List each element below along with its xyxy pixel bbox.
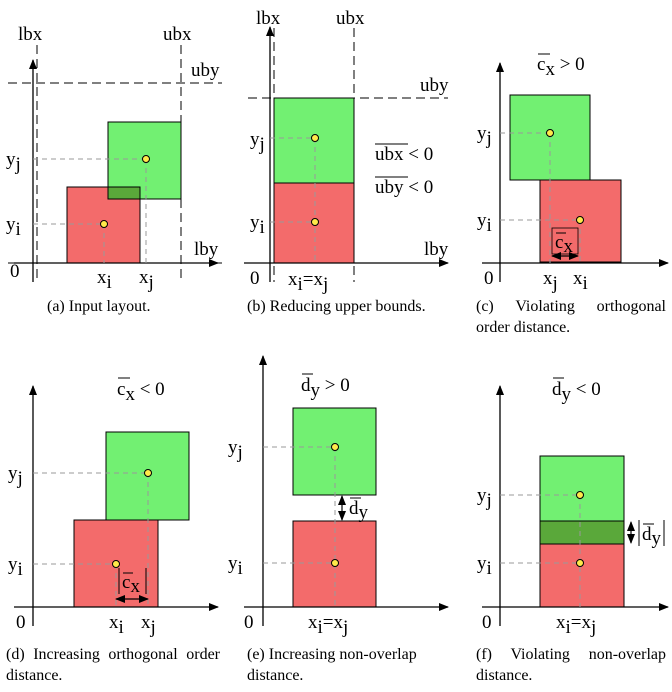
xi-label: xi bbox=[573, 268, 588, 294]
panel-title: cx < 0 bbox=[117, 379, 165, 405]
center-point-j bbox=[144, 469, 152, 477]
lby-label: lby bbox=[424, 239, 449, 260]
panel-title: cx > 0 bbox=[537, 54, 585, 80]
measure-label: cx bbox=[555, 232, 573, 257]
origin-label: 0 bbox=[16, 612, 26, 633]
center-point-i bbox=[576, 216, 584, 224]
yi-label: yi bbox=[228, 553, 243, 579]
xi-eq-xj-label: xi=xj bbox=[556, 612, 596, 638]
yi-label: yi bbox=[477, 210, 492, 236]
xj-label: xj bbox=[141, 612, 156, 638]
yj-label: yj bbox=[477, 123, 492, 149]
yi-label: yi bbox=[477, 553, 492, 579]
ubx-condition: ubx < 0 bbox=[375, 144, 433, 165]
center-point-j bbox=[576, 491, 584, 499]
uby-condition: uby < 0 bbox=[375, 177, 433, 198]
panel-title: dy > 0 bbox=[301, 375, 350, 401]
overlap-region bbox=[539, 520, 625, 545]
caption-b: (b) Reducing upper bounds. bbox=[247, 298, 426, 315]
center-point-j bbox=[331, 443, 339, 451]
origin-label: 0 bbox=[10, 261, 20, 282]
lbx-label: lbx bbox=[256, 8, 281, 29]
origin-label: 0 bbox=[250, 268, 260, 289]
xj-label: xj bbox=[543, 268, 558, 294]
center-point-i bbox=[311, 218, 319, 226]
yj-label: yj bbox=[477, 485, 492, 511]
yi-label: yi bbox=[8, 554, 23, 580]
measure-label: cx bbox=[122, 572, 140, 597]
panel-d: cx < 0 0 yj yi xi xj cx bbox=[8, 377, 219, 638]
yj-label: yj bbox=[6, 149, 21, 175]
caption-f: (f) Violating non-overlap distance. bbox=[476, 646, 666, 684]
origin-label: 0 bbox=[484, 268, 494, 289]
uby-label: uby bbox=[420, 75, 449, 96]
yi-label: yi bbox=[250, 212, 265, 238]
panel-title: dy < 0 bbox=[552, 379, 601, 405]
center-point-j bbox=[546, 129, 554, 137]
center-point-j bbox=[142, 155, 150, 163]
center-point-i bbox=[112, 560, 120, 568]
uby-label: uby bbox=[191, 60, 220, 81]
yj-label: yj bbox=[250, 129, 265, 155]
measure-label: dy bbox=[642, 524, 662, 549]
lbx-label: lbx bbox=[18, 24, 43, 45]
measure-label: dy bbox=[349, 498, 369, 523]
panel-e: dy > 0 0 yj yi xi=xj dy bbox=[228, 355, 449, 638]
ubx-label: ubx bbox=[163, 24, 192, 45]
panel-c: cx > 0 0 yj yi xj xi cx bbox=[477, 53, 669, 294]
xj-label: xj bbox=[139, 267, 154, 293]
lby-label: lby bbox=[194, 239, 219, 260]
panel-f: dy < 0 0 yj yi xi=xj dy bbox=[477, 377, 669, 638]
panel-a: lbx ubx uby lby 0 yj yi xi xj bbox=[6, 24, 222, 293]
overlap-region bbox=[107, 186, 141, 200]
xi-eq-xj-label: xi=xj bbox=[308, 612, 348, 638]
xi-eq-xj-label: xi=xj bbox=[288, 269, 328, 295]
caption-e: (e) Increasing non-overlap distance. bbox=[247, 646, 417, 684]
center-point-i bbox=[100, 220, 108, 228]
caption-c: (c) Violating orthogonal order distance. bbox=[476, 298, 666, 336]
xi-label: xi bbox=[109, 612, 124, 638]
measure-box bbox=[551, 227, 579, 255]
ubx-label: ubx bbox=[336, 8, 365, 29]
center-point-i bbox=[576, 559, 584, 567]
yi-label: yi bbox=[6, 214, 21, 240]
yj-label: yj bbox=[8, 463, 23, 489]
xi-label: xi bbox=[97, 267, 112, 293]
center-point-i bbox=[331, 559, 339, 567]
caption-d: (d) Increasing orthogonal order distance… bbox=[6, 646, 220, 684]
yj-label: yj bbox=[228, 437, 243, 463]
center-point-j bbox=[311, 134, 319, 142]
origin-label: 0 bbox=[482, 612, 492, 633]
origin-label: 0 bbox=[244, 612, 254, 633]
panel-b: lbx ubx uby lby 0 yj yi xi=xj ubx < 0 ub… bbox=[244, 8, 449, 295]
caption-a: (a) Input layout. bbox=[47, 298, 151, 315]
